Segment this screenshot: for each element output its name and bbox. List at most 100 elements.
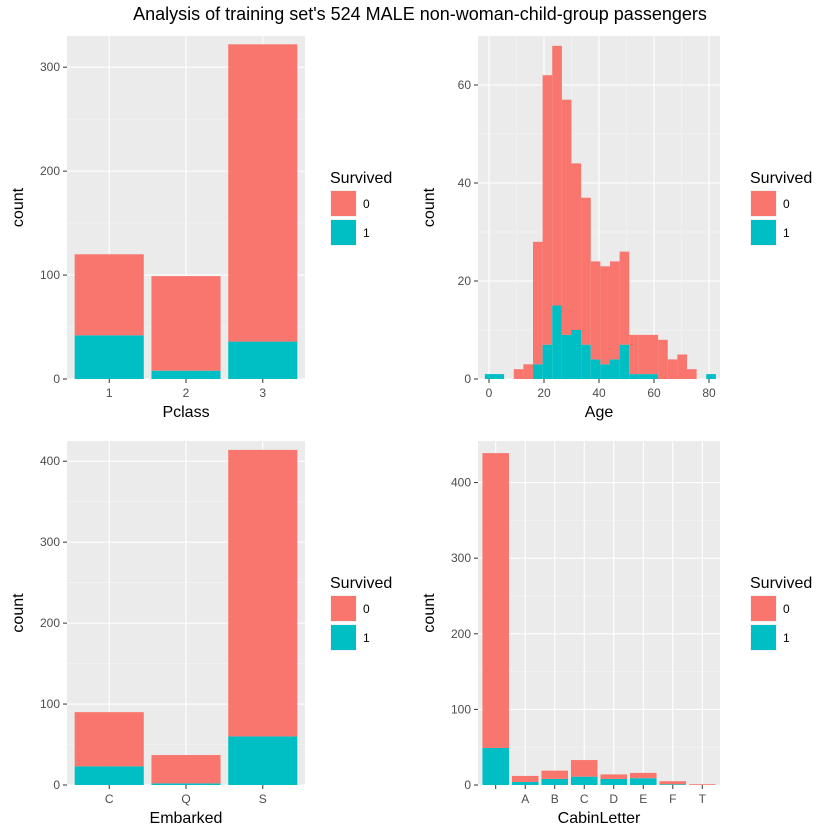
bar-survived-1 bbox=[74, 766, 144, 785]
bar-survived-0 bbox=[74, 712, 144, 767]
legend-key-swatch bbox=[751, 596, 776, 621]
bar-survived-0 bbox=[689, 784, 716, 785]
x-tick-label: C bbox=[105, 792, 114, 806]
legend-key-swatch bbox=[751, 191, 776, 216]
bar-survived-0 bbox=[600, 774, 628, 779]
bar-survived-0 bbox=[677, 354, 687, 379]
x-axis-title: CabinLetter bbox=[558, 810, 641, 827]
y-tick-label: 100 bbox=[451, 702, 471, 716]
bar-survived-0 bbox=[482, 453, 509, 748]
y-tick-label: 100 bbox=[40, 697, 60, 711]
bar-survived-0 bbox=[590, 261, 601, 360]
bar-survived-0 bbox=[687, 369, 697, 379]
bar-survived-1 bbox=[228, 341, 298, 379]
x-tick-label: 0 bbox=[486, 386, 493, 400]
bar-survived-0 bbox=[629, 334, 639, 375]
bar-survived-1 bbox=[659, 784, 687, 785]
legend: Survived 0 1 bbox=[330, 170, 392, 246]
legend: Survived 0 1 bbox=[750, 575, 812, 651]
y-tick-label: 400 bbox=[451, 476, 471, 490]
legend-label: 0 bbox=[783, 197, 790, 211]
x-tick-label: C bbox=[580, 792, 589, 806]
bar-survived-0 bbox=[610, 261, 620, 360]
legend-key-swatch bbox=[751, 625, 776, 650]
legend-label: 1 bbox=[363, 226, 370, 240]
legend-label: 1 bbox=[363, 631, 370, 645]
bar-survived-0 bbox=[629, 772, 657, 779]
bar-survived-0 bbox=[523, 364, 533, 379]
y-tick-label: 400 bbox=[40, 454, 60, 468]
bar-survived-1 bbox=[706, 374, 716, 379]
y-tick-label: 300 bbox=[40, 60, 60, 74]
pclass-chart: 0 100 200 300 1 2 3 Pclass count Survived 0 1 bbox=[10, 36, 392, 421]
bar-survived-1 bbox=[74, 335, 144, 379]
x-tick-label: 20 bbox=[537, 386, 551, 400]
bar-survived-1 bbox=[571, 330, 582, 379]
bar-survived-1 bbox=[151, 370, 221, 379]
bar-survived-1 bbox=[542, 344, 553, 379]
y-tick-label: 40 bbox=[458, 176, 472, 190]
legend-key-swatch bbox=[331, 191, 356, 216]
legend-key-swatch bbox=[331, 625, 356, 650]
y-tick-label: 200 bbox=[451, 627, 471, 641]
bar-survived-0 bbox=[638, 334, 649, 375]
bar-survived-0 bbox=[228, 449, 298, 737]
cabin-letter-chart: 0 100 200 300 400 A B C D E F T CabinLetter count Surv… bbox=[421, 441, 812, 827]
y-tick-label: 60 bbox=[458, 78, 472, 92]
bar-survived-0 bbox=[74, 254, 144, 336]
bar-survived-0 bbox=[658, 339, 668, 379]
y-tick-label: 0 bbox=[53, 778, 60, 792]
x-tick-label: F bbox=[669, 792, 676, 806]
bar-survived-1 bbox=[619, 344, 630, 379]
legend: Survived 0 1 bbox=[330, 575, 392, 651]
bar-survived-1 bbox=[541, 778, 569, 785]
bar-survived-0 bbox=[151, 276, 221, 371]
legend-label: 1 bbox=[783, 631, 790, 645]
bar-survived-0 bbox=[667, 359, 678, 379]
x-tick-label: 1 bbox=[106, 386, 113, 400]
x-tick-label: 2 bbox=[183, 386, 190, 400]
legend-label: 1 bbox=[783, 226, 790, 240]
bar-survived-0 bbox=[513, 369, 524, 379]
x-tick-label: A bbox=[521, 792, 529, 806]
legend-key-swatch bbox=[331, 596, 356, 621]
y-axis-title: count bbox=[421, 187, 438, 227]
y-tick-label: 100 bbox=[40, 268, 60, 282]
bar-survived-1 bbox=[638, 374, 649, 379]
y-axis-title: count bbox=[10, 187, 27, 227]
bar-survived-1 bbox=[629, 778, 657, 785]
bar-survived-0 bbox=[581, 197, 591, 345]
bar-survived-0 bbox=[542, 75, 553, 345]
x-tick-label: B bbox=[551, 792, 559, 806]
bar-survived-0 bbox=[228, 44, 298, 342]
bar-survived-1 bbox=[561, 334, 572, 379]
bar-survived-1 bbox=[629, 374, 639, 379]
bar-survived-0 bbox=[533, 241, 543, 365]
bar-survived-1 bbox=[494, 374, 505, 379]
panel-background bbox=[478, 441, 720, 785]
embarked-chart: 0 100 200 300 400 C Q S Embarked count Survived 0 1 bbox=[10, 441, 392, 827]
y-tick-label: 300 bbox=[40, 535, 60, 549]
legend-key-swatch bbox=[331, 220, 356, 245]
x-tick-label: 40 bbox=[592, 386, 606, 400]
legend-key-swatch bbox=[751, 220, 776, 245]
y-axis-title: count bbox=[10, 593, 27, 633]
bar-survived-0 bbox=[511, 775, 539, 782]
bar-survived-0 bbox=[151, 755, 221, 784]
bar-survived-0 bbox=[561, 99, 572, 335]
x-tick-label: T bbox=[699, 792, 707, 806]
bar-survived-1 bbox=[484, 374, 495, 379]
x-axis-title: Age bbox=[585, 404, 614, 421]
bar-survived-1 bbox=[533, 364, 543, 379]
bar-survived-0 bbox=[619, 251, 630, 345]
legend: Survived 0 1 bbox=[750, 170, 812, 246]
y-tick-label: 0 bbox=[464, 778, 471, 792]
bar-survived-0 bbox=[648, 334, 659, 375]
bar-survived-1 bbox=[151, 783, 221, 785]
legend-title: Survived bbox=[750, 575, 812, 592]
legend-title: Survived bbox=[330, 575, 392, 592]
bar-survived-0 bbox=[570, 760, 598, 777]
bar-survived-1 bbox=[482, 747, 509, 785]
legend-label: 0 bbox=[783, 602, 790, 616]
